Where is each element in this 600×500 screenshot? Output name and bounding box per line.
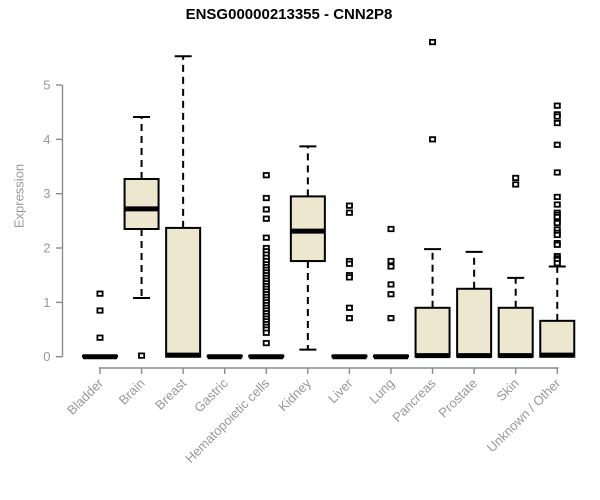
outlier-point: [512, 181, 520, 188]
x-tick-label: Prostate: [435, 376, 480, 421]
outlier-point: [553, 201, 561, 208]
outlier-point: [387, 281, 395, 288]
y-tick-label: 5: [43, 78, 50, 93]
x-tick-label: Brain: [116, 376, 148, 408]
outlier-point: [345, 315, 353, 322]
outlier-point: [262, 234, 270, 241]
outlier-point: [553, 231, 561, 239]
chart-title: ENSG00000213355 - CNN2P8: [185, 6, 393, 23]
outlier-point: [387, 291, 395, 298]
y-tick-label: 1: [43, 295, 50, 310]
outlier-point: [553, 119, 561, 127]
outlier-point: [553, 141, 561, 148]
iqr-box: [456, 287, 493, 358]
outlier-point: [387, 263, 395, 270]
x-tick-label: Lung: [366, 376, 397, 407]
outlier-point: [345, 202, 353, 209]
outlier-point: [512, 174, 520, 182]
y-tick-label: 3: [43, 186, 50, 201]
outlier-point: [345, 260, 353, 267]
outlier-point: [387, 225, 395, 233]
outlier-point: [138, 352, 146, 359]
outlier-point: [262, 194, 270, 202]
outlier-point: [553, 113, 561, 120]
outlier-point: [262, 206, 270, 213]
iqr-box: [165, 226, 202, 358]
outlier-point: [96, 334, 104, 341]
x-tick-label: Pancreas: [389, 375, 439, 425]
x-tick-label: Skin: [493, 376, 521, 404]
x-tick-label: Bladder: [64, 375, 107, 418]
y-tick-label: 2: [43, 241, 50, 256]
outlier-point: [345, 209, 353, 216]
outlier-point: [345, 304, 353, 311]
outlier-point: [345, 274, 353, 281]
y-tick-label: 4: [43, 132, 50, 147]
outlier-point: [553, 241, 561, 248]
outlier-point: [262, 340, 270, 347]
x-tick-label: Breast: [152, 375, 189, 412]
outlier-point: [262, 172, 270, 179]
outlier-point: [387, 315, 395, 322]
iqr-box: [414, 306, 451, 358]
outlier-point: [553, 193, 561, 201]
iqr-box: [539, 319, 576, 358]
x-tick-label: Kidney: [275, 375, 314, 414]
outlier-point: [96, 290, 104, 297]
x-tick-label: Liver: [325, 375, 356, 406]
outlier-point: [429, 136, 437, 143]
iqr-box: [123, 178, 160, 231]
x-tick-label: Gastric: [191, 375, 231, 415]
outlier-point: [262, 215, 270, 222]
y-tick-label: 0: [43, 349, 50, 364]
outlier-point: [553, 169, 561, 176]
x-tick-label: Unknown / Other: [484, 375, 564, 455]
outlier-point: [553, 219, 561, 227]
iqr-box: [497, 306, 534, 358]
outlier-point: [553, 260, 561, 267]
outlier-point: [387, 257, 395, 265]
outlier-point: [553, 102, 561, 109]
outlier-point: [262, 329, 270, 336]
outlier-point: [96, 307, 104, 314]
outlier-point: [429, 38, 437, 46]
